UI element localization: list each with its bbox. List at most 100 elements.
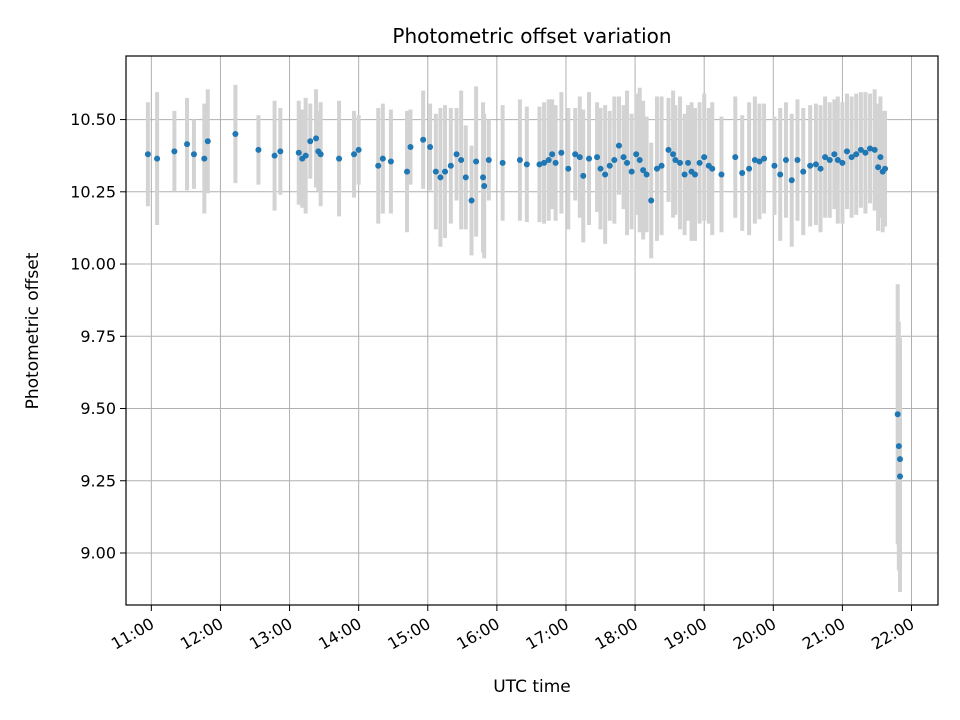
data-point: [812, 161, 819, 168]
data-point: [355, 146, 362, 153]
data-point: [586, 155, 593, 162]
data-point: [541, 159, 548, 166]
data-point: [184, 141, 191, 148]
data-point: [545, 157, 552, 164]
data-point: [602, 171, 609, 178]
data-point: [822, 154, 829, 161]
data-point: [681, 171, 688, 178]
data-point: [144, 151, 151, 158]
data-point: [171, 148, 178, 155]
plot-frame: [125, 55, 939, 606]
data-point: [633, 151, 640, 158]
data-point: [615, 142, 622, 149]
data-point: [611, 157, 618, 164]
data-point: [831, 151, 838, 158]
data-point: [437, 174, 444, 181]
data-point: [677, 159, 684, 166]
data-point: [895, 443, 902, 450]
data-point: [839, 159, 846, 166]
data-point: [844, 148, 851, 155]
y-tick-label: 10.50: [70, 110, 116, 129]
data-point: [746, 165, 753, 172]
data-point: [653, 165, 660, 172]
data-point: [665, 146, 672, 153]
data-point: [552, 159, 559, 166]
data-point: [313, 135, 320, 142]
data-point: [576, 154, 583, 161]
data-point: [480, 174, 487, 181]
data-point: [536, 161, 543, 168]
y-tick-label: 10.00: [70, 255, 116, 274]
data-point: [307, 138, 314, 145]
data-point: [606, 162, 613, 169]
data-point: [894, 411, 901, 418]
data-point: [848, 154, 855, 161]
data-point: [420, 136, 427, 143]
data-point: [691, 171, 698, 178]
data-point: [572, 151, 579, 158]
data-point: [473, 158, 480, 165]
data-point: [732, 154, 739, 161]
data-point: [862, 149, 869, 156]
data-point: [709, 165, 716, 172]
data-point: [594, 154, 601, 161]
data-point: [427, 144, 434, 151]
data-point: [817, 165, 824, 172]
data-point: [853, 151, 860, 158]
data-point: [620, 154, 627, 161]
data-point: [597, 165, 604, 172]
data-point: [857, 146, 864, 153]
data-point: [351, 151, 358, 158]
data-point: [685, 159, 692, 166]
data-point: [648, 197, 655, 204]
data-point: [580, 172, 587, 179]
data-point: [190, 151, 197, 158]
data-point: [336, 155, 343, 162]
y-tick-label: 9.50: [80, 399, 116, 418]
chart-title: Photometric offset variation: [392, 24, 671, 48]
data-point: [204, 138, 211, 145]
data-point: [453, 151, 460, 158]
data-point: [794, 157, 801, 164]
data-point: [896, 456, 903, 463]
y-tick-label: 9.00: [80, 543, 116, 562]
data-point: [800, 168, 807, 175]
data-point: [481, 183, 488, 190]
data-point: [558, 149, 565, 156]
data-point: [302, 152, 309, 159]
y-tick-label: 10.25: [70, 182, 116, 201]
data-point: [295, 149, 302, 156]
data-point: [756, 158, 763, 165]
data-point: [387, 158, 394, 165]
data-point: [696, 159, 703, 166]
data-point: [782, 157, 789, 164]
y-tick-label: 9.75: [80, 327, 116, 346]
data-point: [485, 157, 492, 164]
data-point: [404, 168, 411, 175]
data-point: [255, 146, 262, 153]
data-point: [317, 151, 324, 158]
data-point: [499, 159, 506, 166]
y-axis-label: Photometric offset: [23, 252, 43, 409]
y-axis-ticks: 9.00 9.25 9.50 9.75 10.00 10.25 10.50: [70, 110, 126, 562]
data-point: [882, 165, 889, 172]
data-point: [672, 157, 679, 164]
data-point: [549, 151, 556, 158]
data-point: [834, 157, 841, 164]
data-point: [761, 155, 768, 162]
data-point: [432, 168, 439, 175]
data-point: [523, 161, 530, 168]
data-point: [462, 174, 469, 181]
data-point: [407, 144, 414, 151]
data-point: [271, 152, 278, 159]
data-point: [751, 157, 758, 164]
x-axis-label: UTC time: [493, 677, 571, 697]
data-point: [640, 167, 647, 174]
data-point: [875, 164, 882, 171]
data-point: [658, 162, 665, 169]
data-point: [624, 159, 631, 166]
data-point: [877, 154, 884, 161]
y-tick-label: 9.25: [80, 471, 116, 490]
data-point: [771, 162, 778, 169]
